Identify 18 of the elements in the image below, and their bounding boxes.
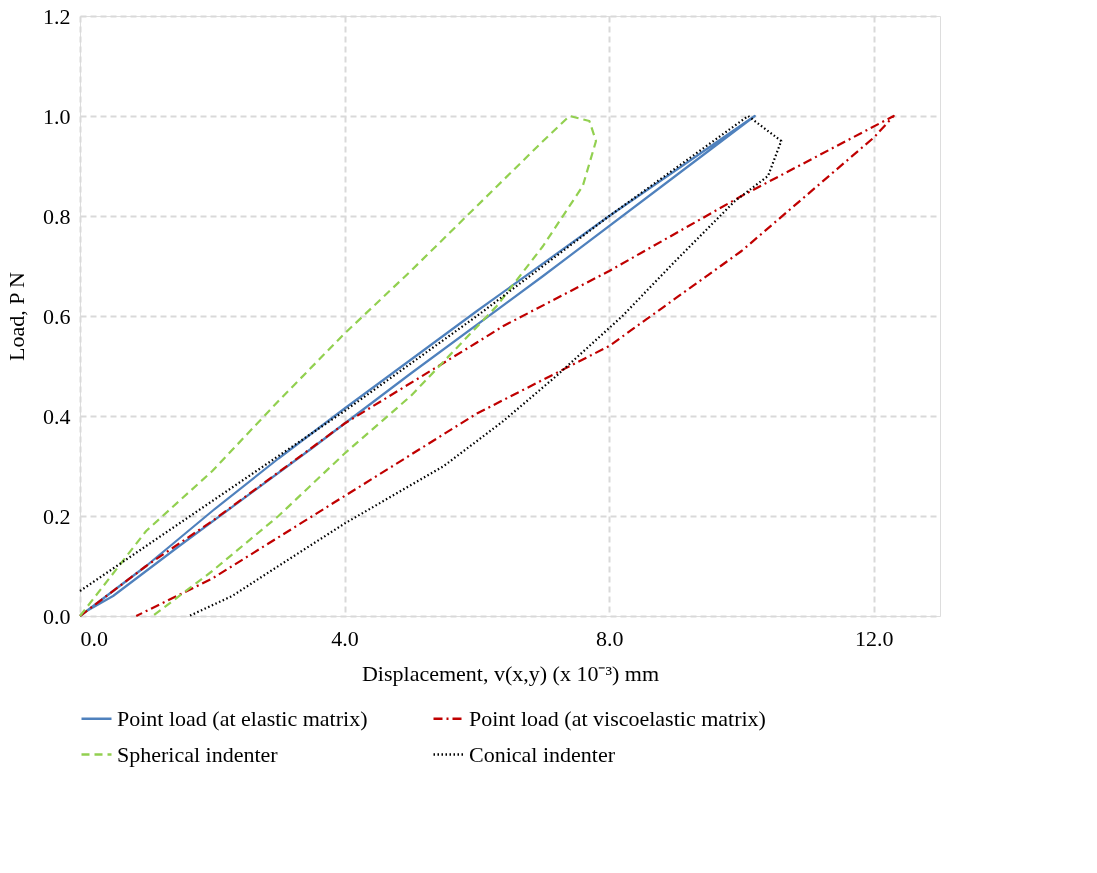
y-axis-title: Load, P N <box>4 271 29 362</box>
x-tick-label: 4.0 <box>331 625 359 651</box>
legend-label: Conical indenter <box>469 741 616 767</box>
legend-label: Point load (at viscoelastic matrix) <box>469 705 766 731</box>
x-axis-title: Displacement, v(x,y) (x 10⁻³) mm <box>361 660 660 686</box>
y-tick-label: 0.4 <box>43 403 71 429</box>
y-tick-label: 0.0 <box>43 603 71 629</box>
y-tick-label: 1.0 <box>43 103 71 129</box>
legend-label: Spherical indenter <box>117 741 279 767</box>
y-tick-label: 0.2 <box>43 503 71 529</box>
line-series <box>78 114 598 618</box>
x-tick-label: 0.0 <box>80 625 108 651</box>
y-tick-label: 0.8 <box>43 203 71 229</box>
y-tick-label: 1.2 <box>43 3 71 29</box>
y-tick-label: 0.6 <box>43 303 71 329</box>
x-tick-label: 8.0 <box>595 625 624 651</box>
x-tick-label: 12.0 <box>855 625 894 651</box>
legend-label: Point load (at elastic matrix) <box>117 705 368 731</box>
